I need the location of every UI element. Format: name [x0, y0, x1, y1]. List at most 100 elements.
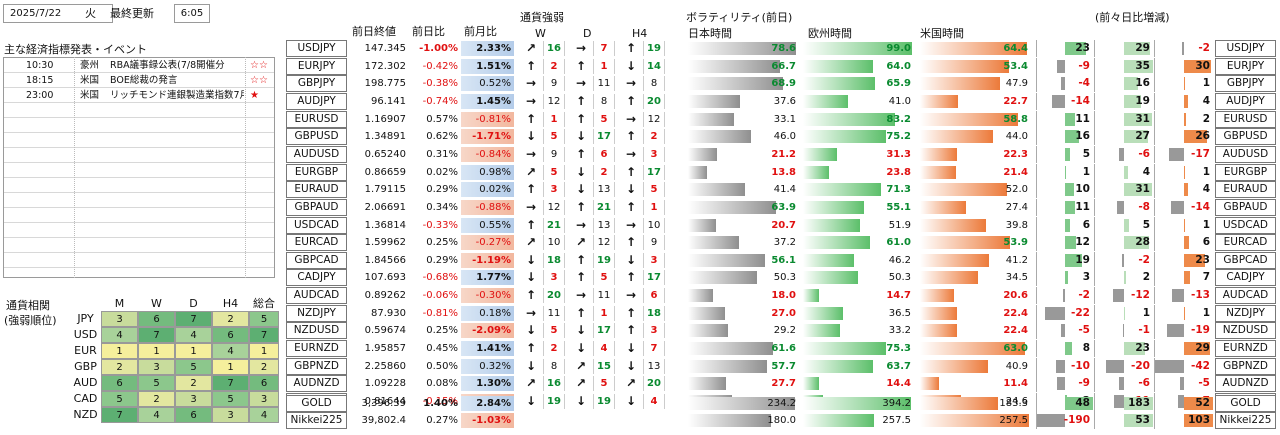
diff-cell: -19: [1154, 322, 1212, 340]
pair-row: GBPUSD 1.34891 0.62% -1.71% ↓ 5 ↓ 17 ↑ 2 46.0 75.2 4…: [0, 128, 1280, 146]
vol-value: 99.0: [886, 43, 911, 54]
symbol-right: EURGBP: [1215, 163, 1276, 181]
hdr-close: 前日終値: [352, 25, 396, 38]
vol-cell: 34.5: [920, 269, 1030, 286]
diff-bar: [1065, 130, 1080, 144]
diff-bar: [1065, 236, 1076, 250]
diff-value: 31: [1135, 112, 1150, 125]
symbol-right: EURCAD: [1215, 234, 1276, 252]
diff-bar: [1184, 236, 1190, 250]
diff-cell: -8: [1094, 198, 1152, 216]
diff-value: -42: [1191, 359, 1210, 372]
diff-value: 5: [1142, 218, 1150, 231]
diff-value: 1: [1082, 165, 1090, 178]
vol-cell: 22.3: [920, 146, 1030, 163]
hdr-diff: (前々日比増減): [1095, 11, 1170, 24]
vol-cell: 61.6: [688, 340, 798, 357]
vol-bar: [920, 377, 939, 391]
vol-bar: [688, 377, 727, 391]
strength-arrow-icon: ↑: [625, 235, 637, 250]
pct-cell: 0.31%: [426, 148, 458, 160]
vol-bar: [920, 94, 958, 108]
diff-value: 10: [1075, 183, 1090, 196]
diff-bar: [1184, 112, 1186, 126]
close-price: 3,396.39: [361, 398, 406, 409]
vol-bar: [803, 289, 820, 303]
symbol-left: GBPUSD: [286, 128, 347, 146]
strength-number: 5: [593, 270, 615, 286]
strength-arrow-icon: ↑: [575, 305, 587, 320]
diff-cell: 1: [1036, 163, 1092, 181]
diff-value: 4: [1202, 183, 1210, 196]
strength-number: 9: [643, 235, 665, 251]
strength-arrow-icon: ↓: [525, 270, 537, 285]
vol-bar: [920, 324, 958, 338]
diff-cell: -1: [1094, 322, 1152, 340]
vol-value: 61.0: [886, 237, 911, 249]
strength-arrow-icon: ↓: [575, 129, 587, 144]
close-price: 1.09228: [364, 378, 406, 390]
vol-bar: [803, 271, 859, 285]
close-price: 107.693: [364, 272, 406, 284]
strength-number: 1: [593, 58, 615, 74]
diff-bar: [1060, 324, 1065, 338]
vol-cell: 57.7: [688, 358, 798, 375]
diff-value: 23: [1195, 253, 1210, 266]
symbol-left: GBPCAD: [286, 251, 347, 269]
diff-bar: [1184, 94, 1188, 108]
strength-arrow-icon: ↑: [625, 199, 637, 214]
vol-bar: [688, 42, 797, 55]
diff-value: 29: [1135, 42, 1150, 54]
event-stars: ☆☆: [250, 75, 268, 86]
strength-arrow-icon: ↑: [625, 93, 637, 108]
diff-cell: 2: [1094, 269, 1152, 287]
strength-arrow-icon: →: [525, 93, 537, 108]
hdr-vol: ボラティリティ(前日): [686, 11, 793, 24]
diff-cell: 23: [1094, 340, 1152, 358]
pct-cell: 1.41%: [461, 341, 514, 357]
symbol-right: GOLD: [1215, 395, 1276, 412]
pct-cell: 0.32%: [461, 358, 514, 374]
diff-cell: 103: [1154, 412, 1213, 429]
strength-number: 4: [643, 394, 665, 409]
vol-value: 34.5: [1005, 272, 1028, 284]
strength-arrow-icon: ↗: [625, 376, 637, 391]
pct-cell: 0.45%: [426, 343, 458, 355]
vol-cell: 47.9: [920, 75, 1030, 92]
weekday: 火: [85, 7, 96, 20]
corr-cell: 1: [175, 343, 212, 359]
vol-cell: 33.2: [803, 322, 913, 339]
close-price: 1.84566: [364, 254, 406, 266]
diff-value: 4: [1142, 165, 1150, 178]
strength-arrow-icon: ↓: [525, 323, 537, 338]
diff-value: 16: [1075, 130, 1090, 143]
hdr-eu: 欧州時間: [808, 27, 852, 40]
symbol-right: AUDJPY: [1215, 92, 1276, 110]
strength-number: 11: [543, 305, 565, 321]
close-price: 1.16907: [364, 113, 406, 125]
symbol-right: USDJPY: [1215, 40, 1276, 57]
diff-value: -1: [1138, 324, 1150, 337]
diff-bar: [1124, 342, 1145, 356]
diff-bar: [1113, 289, 1124, 303]
strength-arrow-icon: ↓: [575, 323, 587, 338]
vol-cell: 46.2: [803, 252, 913, 269]
diff-cell: 53: [1094, 412, 1153, 429]
vol-value: 11.4: [1003, 378, 1028, 390]
pair-row: EURAUD 1.79115 0.29% 0.02% ↑ 3 ↓ 13 ↓ 5 41.4 71.3 52…: [0, 181, 1280, 199]
diff-cell: 7: [1154, 269, 1212, 287]
diff-bar: [1124, 77, 1139, 91]
diff-bar: [1045, 306, 1065, 320]
vol-bar: [803, 306, 844, 320]
diff-cell: -14: [1154, 198, 1212, 216]
vol-value: 39.8: [1005, 219, 1028, 231]
strength-arrow-icon: →: [575, 76, 587, 91]
diff-bar: [1124, 218, 1129, 232]
diff-value: -14: [1071, 94, 1090, 107]
strength-number: 2: [593, 164, 615, 180]
vol-cell: 14.4: [803, 375, 913, 392]
diff-value: 183: [1128, 397, 1150, 409]
diff-value: 1: [1202, 165, 1210, 178]
vol-value: 41.0: [888, 95, 911, 107]
strength-arrow-icon: ↑: [625, 129, 637, 144]
